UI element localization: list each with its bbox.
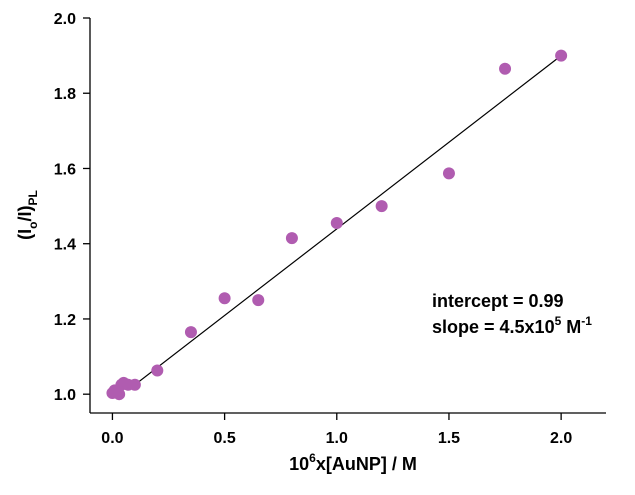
intercept-annotation: intercept = 0.99 (432, 291, 564, 311)
data-point (375, 200, 388, 213)
data-point (184, 326, 197, 339)
fit-line (134, 55, 562, 386)
x-tick-label: 0.0 (101, 430, 123, 447)
y-axis-title: (Io/I)PL (15, 190, 40, 240)
fit-line-group (134, 55, 562, 386)
slope-annotation: slope = 4.5x105 M-1 (432, 314, 592, 337)
data-point (218, 292, 231, 305)
data-point (128, 378, 141, 391)
data-point (442, 167, 455, 180)
ticks: 0.0 0.5 1.0 1.5 2.0 1.0 1.2 1.4 1.6 1.8 2.0 (54, 11, 573, 447)
x-tick-label: 2.0 (550, 430, 572, 447)
x-tick-label: 1.5 (438, 430, 460, 447)
x-tick-label: 1.0 (326, 430, 348, 447)
data-point (113, 388, 126, 401)
data-point (285, 232, 298, 245)
data-point (151, 364, 164, 377)
y-tick-label: 1.6 (54, 161, 76, 178)
y-tick-label: 1.8 (54, 86, 76, 103)
data-point (330, 217, 343, 230)
data-points (106, 49, 568, 401)
data-point (252, 294, 265, 307)
y-tick-label: 2.0 (54, 11, 76, 28)
y-tick-label: 1.0 (54, 387, 76, 404)
x-axis-title: 106x[AuNP] / M (289, 451, 417, 474)
data-point (555, 49, 568, 62)
axes (89, 18, 606, 414)
data-point (499, 62, 512, 75)
x-tick-label: 0.5 (213, 430, 235, 447)
y-tick-label: 1.2 (54, 312, 76, 329)
y-tick-label: 1.4 (54, 237, 76, 254)
